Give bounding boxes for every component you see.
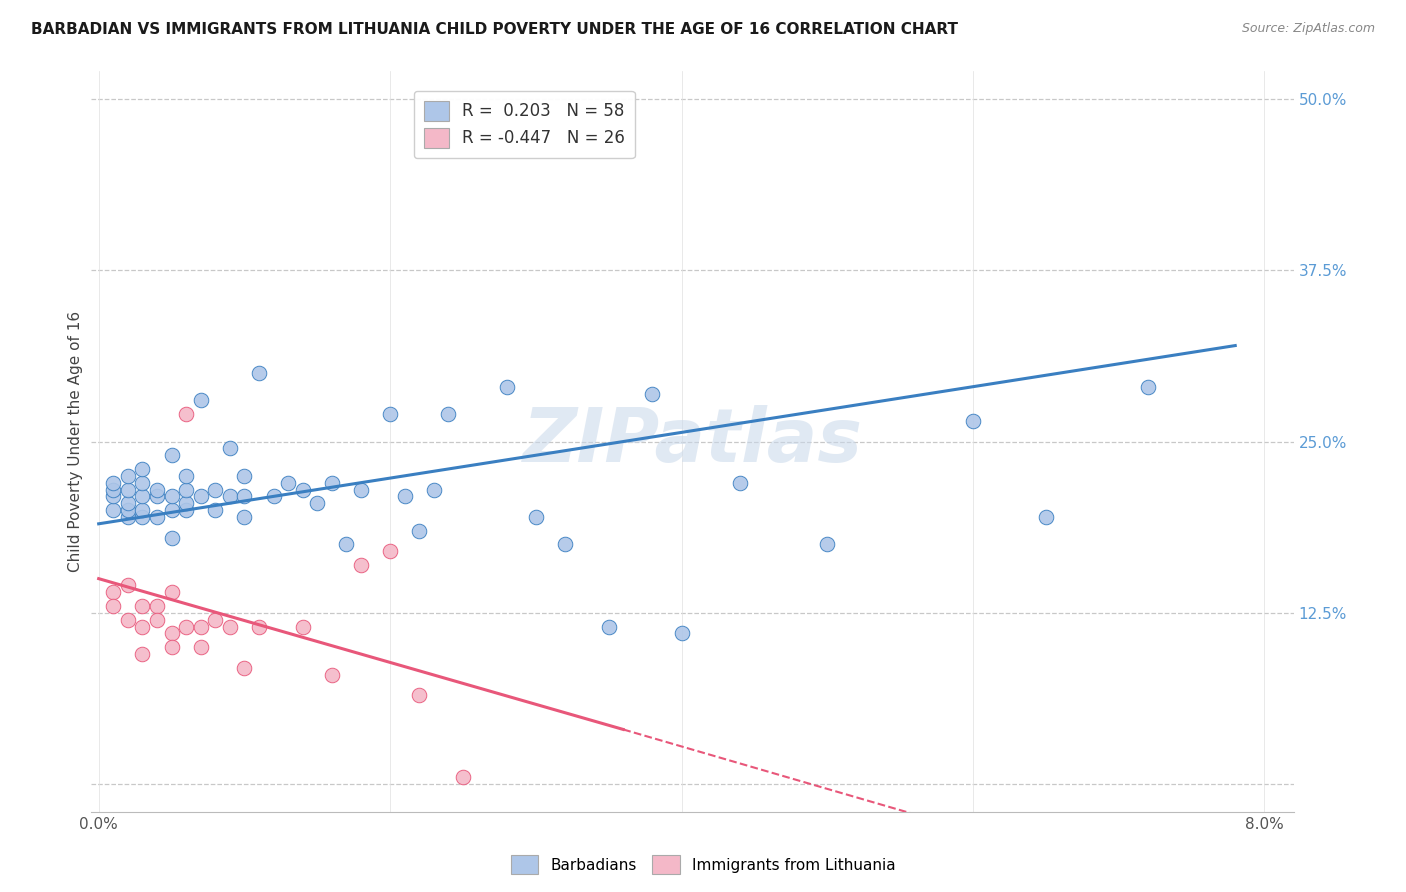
Point bbox=[131, 647, 153, 661]
Point bbox=[146, 613, 169, 627]
Point bbox=[218, 442, 240, 456]
Point bbox=[160, 640, 183, 655]
Point bbox=[233, 510, 256, 524]
Point bbox=[233, 468, 256, 483]
Point bbox=[378, 544, 401, 558]
Point bbox=[815, 537, 838, 551]
Point bbox=[146, 483, 169, 497]
Point bbox=[350, 558, 373, 572]
Point bbox=[291, 619, 314, 633]
Point bbox=[247, 619, 270, 633]
Point bbox=[263, 489, 285, 503]
Point bbox=[554, 537, 576, 551]
Point bbox=[423, 483, 446, 497]
Point bbox=[146, 599, 169, 613]
Point bbox=[131, 510, 153, 524]
Point bbox=[408, 524, 430, 538]
Point bbox=[174, 407, 197, 421]
Point bbox=[598, 619, 620, 633]
Point bbox=[146, 489, 169, 503]
Point bbox=[160, 448, 183, 462]
Point bbox=[728, 475, 751, 490]
Point bbox=[524, 510, 547, 524]
Point bbox=[307, 496, 329, 510]
Point bbox=[103, 503, 125, 517]
Y-axis label: Child Poverty Under the Age of 16: Child Poverty Under the Age of 16 bbox=[67, 311, 83, 572]
Point bbox=[451, 771, 474, 785]
Point bbox=[218, 619, 240, 633]
Point bbox=[103, 489, 125, 503]
Point bbox=[103, 475, 125, 490]
Point bbox=[117, 510, 139, 524]
Point bbox=[190, 619, 212, 633]
Point bbox=[103, 585, 125, 599]
Text: BARBADIAN VS IMMIGRANTS FROM LITHUANIA CHILD POVERTY UNDER THE AGE OF 16 CORRELA: BARBADIAN VS IMMIGRANTS FROM LITHUANIA C… bbox=[31, 22, 957, 37]
Point bbox=[117, 483, 139, 497]
Point bbox=[321, 667, 343, 681]
Point bbox=[321, 475, 343, 490]
Point bbox=[190, 393, 212, 408]
Point bbox=[408, 688, 430, 702]
Point bbox=[146, 510, 169, 524]
Text: Source: ZipAtlas.com: Source: ZipAtlas.com bbox=[1241, 22, 1375, 36]
Point bbox=[962, 414, 984, 428]
Point bbox=[103, 599, 125, 613]
Text: ZIPatlas: ZIPatlas bbox=[523, 405, 862, 478]
Legend: Barbadians, Immigrants from Lithuania: Barbadians, Immigrants from Lithuania bbox=[505, 849, 901, 880]
Point bbox=[190, 640, 212, 655]
Point bbox=[671, 626, 693, 640]
Point bbox=[233, 661, 256, 675]
Point bbox=[350, 483, 373, 497]
Point bbox=[160, 489, 183, 503]
Point bbox=[247, 366, 270, 380]
Point bbox=[160, 531, 183, 545]
Point bbox=[218, 489, 240, 503]
Point bbox=[394, 489, 416, 503]
Point bbox=[117, 578, 139, 592]
Point bbox=[117, 613, 139, 627]
Point bbox=[204, 483, 226, 497]
Point bbox=[131, 489, 153, 503]
Point bbox=[437, 407, 460, 421]
Legend: R =  0.203   N = 58, R = -0.447   N = 26: R = 0.203 N = 58, R = -0.447 N = 26 bbox=[413, 91, 634, 158]
Point bbox=[160, 626, 183, 640]
Point bbox=[277, 475, 299, 490]
Point bbox=[117, 468, 139, 483]
Point bbox=[190, 489, 212, 503]
Point bbox=[378, 407, 401, 421]
Point bbox=[233, 489, 256, 503]
Point bbox=[641, 386, 664, 401]
Point bbox=[160, 503, 183, 517]
Point bbox=[174, 483, 197, 497]
Point bbox=[131, 475, 153, 490]
Point bbox=[131, 462, 153, 476]
Point bbox=[117, 503, 139, 517]
Point bbox=[204, 503, 226, 517]
Point bbox=[291, 483, 314, 497]
Point bbox=[131, 599, 153, 613]
Point bbox=[174, 503, 197, 517]
Point bbox=[1136, 380, 1159, 394]
Point bbox=[131, 503, 153, 517]
Point bbox=[204, 613, 226, 627]
Point bbox=[160, 585, 183, 599]
Point bbox=[117, 496, 139, 510]
Point bbox=[103, 483, 125, 497]
Point bbox=[335, 537, 357, 551]
Point bbox=[174, 619, 197, 633]
Point bbox=[131, 619, 153, 633]
Point bbox=[174, 468, 197, 483]
Point bbox=[495, 380, 517, 394]
Point bbox=[174, 496, 197, 510]
Point bbox=[1035, 510, 1057, 524]
